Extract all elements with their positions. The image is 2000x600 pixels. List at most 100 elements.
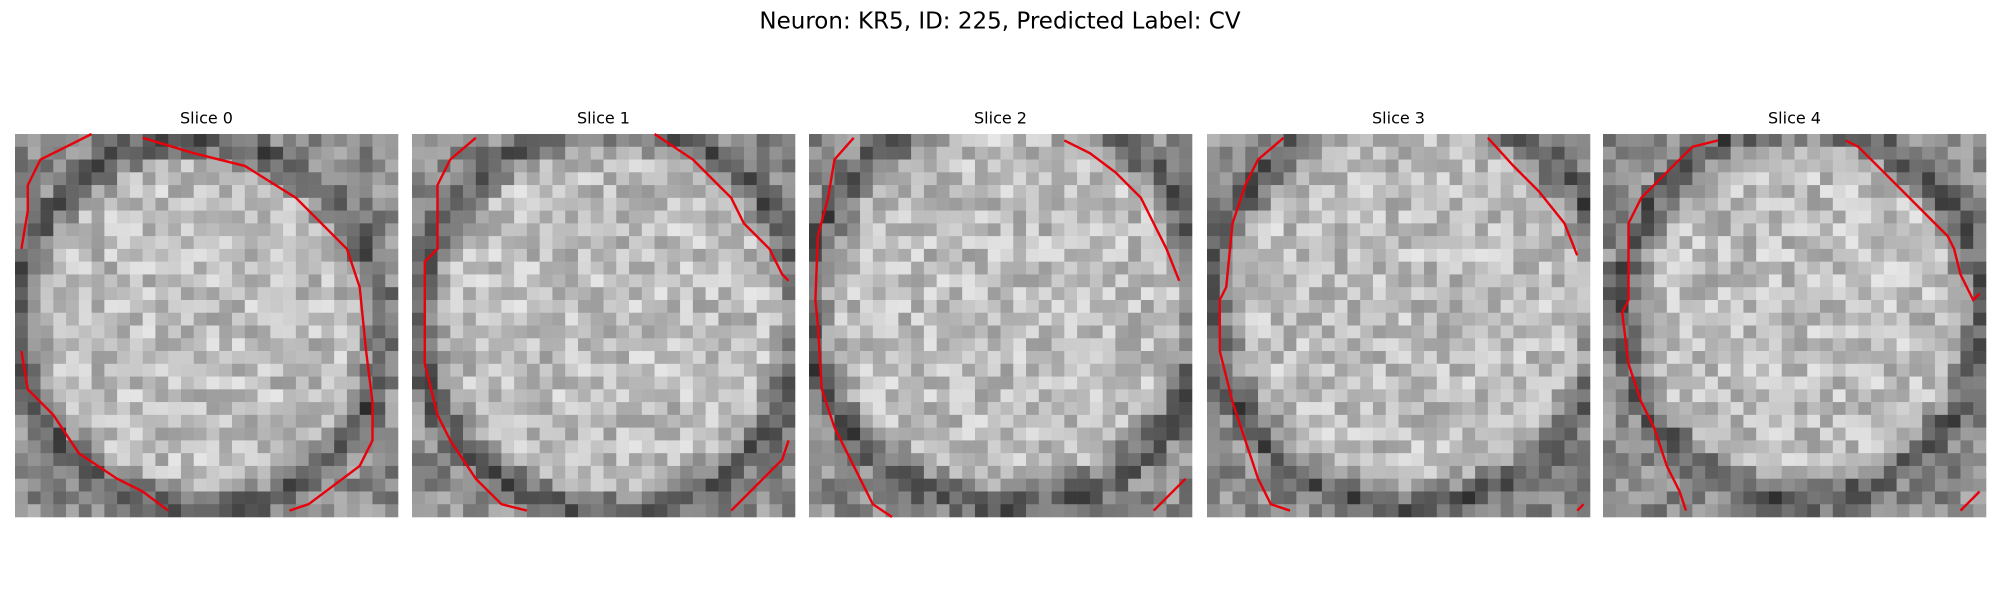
pixel <box>1832 427 1846 441</box>
pixel <box>1896 491 1910 505</box>
pixel <box>321 363 335 377</box>
pixel <box>1909 351 1923 365</box>
pixel <box>193 363 207 377</box>
pixel <box>923 248 937 262</box>
pixel <box>590 389 604 403</box>
pixel <box>91 185 105 199</box>
pixel <box>27 248 41 262</box>
pixel <box>641 236 655 250</box>
pixel <box>1628 299 1642 314</box>
pixel <box>1717 172 1731 186</box>
pixel <box>577 185 592 199</box>
pixel <box>359 197 373 211</box>
pixel <box>488 363 502 377</box>
pixel <box>769 478 783 492</box>
pixel <box>1449 427 1463 441</box>
pixel <box>180 287 195 301</box>
pixel <box>718 210 732 224</box>
pixel <box>1756 134 1770 148</box>
pixel <box>475 427 489 441</box>
pixel <box>1077 197 1091 211</box>
pixel <box>1475 172 1489 186</box>
pixel <box>232 427 246 441</box>
pixel <box>1526 338 1540 352</box>
pixel <box>1577 465 1591 479</box>
pixel <box>1654 325 1668 339</box>
pixel <box>1807 223 1821 237</box>
pixel <box>91 299 105 314</box>
pixel <box>1089 491 1103 505</box>
pixel <box>1026 338 1040 352</box>
pixel <box>1820 338 1834 352</box>
pixel <box>463 427 477 441</box>
pixel <box>1820 159 1834 173</box>
pixel <box>1424 440 1438 454</box>
pixel <box>654 325 668 339</box>
pixel <box>1258 376 1272 390</box>
pixel <box>1102 414 1116 428</box>
pixel <box>412 299 426 314</box>
pixel <box>1462 287 1476 301</box>
pixel <box>488 299 502 314</box>
pixel <box>1768 453 1783 467</box>
contour <box>1845 139 1981 303</box>
pixel <box>450 338 464 352</box>
pixel <box>603 376 617 390</box>
pixel <box>1679 453 1693 467</box>
pixel <box>1564 134 1578 148</box>
pixel <box>1436 287 1450 301</box>
pixel <box>78 185 92 199</box>
pixel <box>270 338 284 352</box>
pixel <box>1000 287 1014 301</box>
pixel <box>654 159 668 173</box>
pixel <box>1179 236 1193 250</box>
pixel <box>514 274 528 288</box>
pixel <box>1487 172 1501 186</box>
pixel <box>718 351 732 365</box>
pixel <box>1089 440 1103 454</box>
pixel <box>219 299 233 314</box>
pixel <box>1513 363 1527 377</box>
pixel <box>155 146 169 160</box>
pixel <box>987 440 1001 454</box>
pixel <box>1641 402 1655 416</box>
pixel <box>1947 351 1961 365</box>
pixel <box>142 440 156 454</box>
pixel <box>1219 312 1233 326</box>
pixel <box>1717 197 1731 211</box>
pixel <box>577 414 592 428</box>
pixel <box>1717 376 1731 390</box>
pixel <box>1692 376 1706 390</box>
pixel <box>1051 197 1065 211</box>
pixel <box>629 274 643 288</box>
pixel <box>1115 287 1129 301</box>
pixel <box>1000 453 1014 467</box>
pixel <box>1934 146 1948 160</box>
pixel <box>463 491 477 505</box>
pixel <box>1064 440 1078 454</box>
pixel <box>1166 453 1180 467</box>
pixel <box>680 465 694 479</box>
pixel <box>539 504 553 518</box>
pixel <box>1411 427 1425 441</box>
pixel <box>1603 402 1617 416</box>
pixel <box>1934 134 1948 148</box>
pixel <box>1896 274 1910 288</box>
pixel <box>911 134 925 148</box>
pixel <box>821 299 835 314</box>
pixel <box>1654 465 1668 479</box>
pixel <box>437 351 451 365</box>
pixel <box>66 338 80 352</box>
pixel <box>692 338 706 352</box>
pixel <box>552 236 566 250</box>
pixel <box>1641 351 1655 365</box>
pixel <box>142 197 156 211</box>
pixel <box>475 504 489 518</box>
pixel <box>244 363 258 377</box>
pixel <box>1538 299 1552 314</box>
pixel <box>565 248 579 262</box>
pixel <box>129 453 143 467</box>
pixel <box>40 299 54 314</box>
pixel <box>27 504 41 518</box>
pixel <box>769 440 783 454</box>
